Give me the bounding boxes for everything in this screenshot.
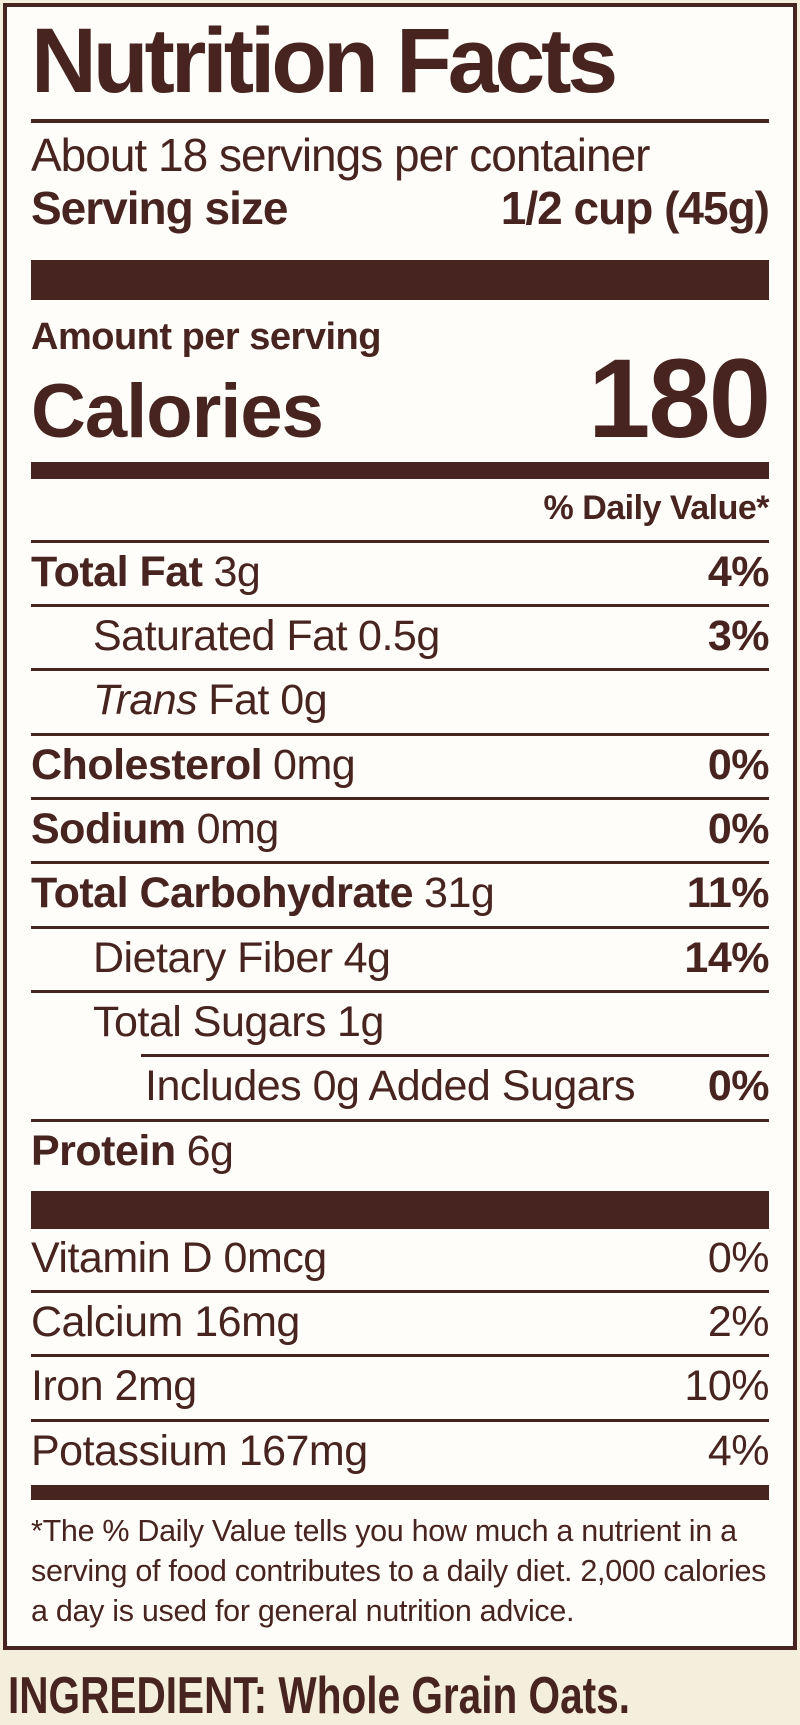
nutrient-name: Total Sugars	[93, 997, 327, 1046]
micronutrient-row-vitamin-d: Vitamin D 0mcg 0%	[31, 1229, 770, 1290]
nutrient-row-protein: Protein 6g	[31, 1118, 769, 1183]
nutrient-row-total-fat: Total Fat 3g 4%	[31, 539, 770, 604]
micronutrient-dv: 2%	[707, 1298, 770, 1347]
nutrient-row-sodium: Sodium 0mg 0%	[31, 797, 770, 861]
nutrient-row-total-sugars: Total Sugars 1g	[31, 989, 769, 1054]
nutrient-amount: 1g	[337, 997, 384, 1046]
nutrient-row-cholesterol: Cholesterol 0mg 0%	[31, 732, 770, 797]
nutrient-amount: 4g	[343, 933, 391, 982]
calories-label: Calories	[31, 369, 324, 455]
nutrient-name: Protein	[31, 1126, 176, 1175]
nutrient-name: Total Carbohydrate	[31, 869, 414, 918]
servings-per-container: About 18 servings per container	[31, 129, 651, 181]
nutrient-row-saturated-fat: Saturated Fat 0.5g 3%	[31, 604, 770, 668]
micronutrient-row-calcium: Calcium 16mg 2%	[31, 1290, 770, 1354]
serving-size-row: Serving size 1/2 cup (45g)	[31, 182, 770, 235]
ingredient-statement: INGREDIENT: Whole Grain Oats.	[8, 1666, 630, 1725]
amount-per-serving-label: Amount per serving	[31, 316, 381, 359]
nutrient-row-total-carbohydrate: Total Carbohydrate 31g 11%	[31, 861, 770, 925]
micronutrient-name: Vitamin D 0mcg	[31, 1233, 327, 1282]
section-divider-thick	[31, 1190, 769, 1229]
nutrient-amount: 0mg	[196, 805, 280, 854]
nutrient-amount: 31g	[424, 869, 495, 918]
nutrient-dv: 0%	[707, 805, 770, 854]
daily-value-header: % Daily Value*	[543, 488, 770, 527]
title-divider	[31, 119, 769, 123]
micronutrient-name: Calcium 16mg	[31, 1298, 300, 1347]
nutrient-dv: 0%	[707, 740, 770, 789]
nutrient-name: Dietary Fiber	[93, 933, 333, 982]
micronutrient-name: Potassium 167mg	[31, 1426, 368, 1475]
serving-size-value: 1/2 cup (45g)	[500, 182, 770, 235]
section-divider-thick	[31, 260, 769, 301]
nutrient-name: Includes 0g Added Sugars	[145, 1062, 636, 1111]
nutrient-row-trans-fat: Trans Fat 0g	[31, 668, 769, 732]
micronutrient-dv: 0%	[707, 1233, 770, 1282]
nutrient-name: Sodium	[31, 805, 186, 854]
nutrition-facts-panel: Nutrition Facts About 18 servings per co…	[3, 3, 797, 1650]
section-divider-medium	[31, 1484, 769, 1500]
nutrient-dv: 14%	[684, 933, 769, 982]
nutrient-name: Cholesterol	[31, 740, 263, 789]
nutrient-row-dietary-fiber: Dietary Fiber 4g 14%	[31, 925, 769, 990]
nutrient-name: Total Fat	[31, 547, 203, 596]
nutrient-row-added-sugars: Includes 0g Added Sugars 0%	[141, 1054, 770, 1118]
micronutrient-row-iron: Iron 2mg 10%	[31, 1354, 769, 1418]
nutrient-dv: 0%	[707, 1062, 770, 1111]
nutrient-dv: 11%	[686, 869, 770, 918]
nutrient-amount: 0mg	[273, 740, 356, 789]
nutrient-amount: Fat 0g	[208, 676, 328, 725]
micronutrient-name: Iron 2mg	[31, 1362, 197, 1411]
calories-row: Calories 180	[31, 336, 771, 462]
micronutrient-row-potassium: Potassium 167mg 4%	[31, 1418, 770, 1483]
section-divider-medium	[31, 461, 769, 479]
nutrition-facts-title: Nutrition Facts	[31, 10, 618, 112]
serving-size-label: Serving size	[31, 182, 288, 235]
daily-value-footnote: *The % Daily Value tells you how much a …	[31, 1513, 767, 1628]
calories-value: 180	[588, 336, 771, 462]
nutrient-name: Saturated Fat	[93, 612, 348, 661]
micronutrient-dv: 4%	[707, 1426, 770, 1475]
nutrient-name: Trans	[93, 676, 198, 725]
nutrient-amount: 6g	[186, 1126, 234, 1175]
nutrient-dv: 3%	[707, 612, 770, 661]
micronutrient-dv: 10%	[684, 1362, 769, 1411]
nutrient-amount: 0.5g	[358, 612, 440, 661]
nutrient-amount: 3g	[213, 547, 261, 596]
nutrient-dv: 4%	[707, 547, 770, 596]
